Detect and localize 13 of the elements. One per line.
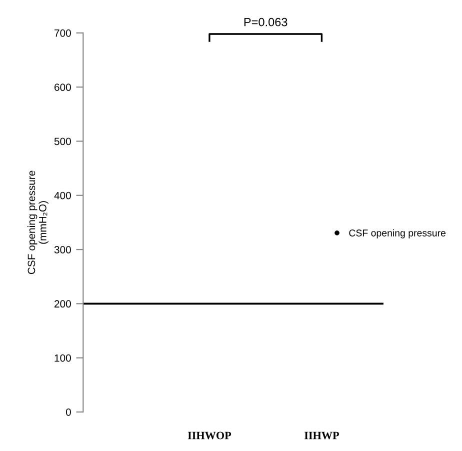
y-tick-label: 0 [66, 408, 71, 416]
text: P=0.063 [244, 18, 288, 26]
x-tick-label: IIHWOP [188, 432, 232, 440]
y-tick-label: 600 [54, 84, 71, 91]
y-axis-title: CSF opening pressure (mmH₂O) [27, 170, 48, 274]
x-tick-label: IIHWP [304, 432, 339, 440]
y-tick-label: 200 [54, 300, 71, 308]
y-tick-label: 400 [54, 192, 71, 200]
y-tick-label: 100 [54, 354, 71, 362]
legend-label: CSF opening pressure [349, 229, 446, 238]
y-tick-label: 300 [54, 246, 71, 254]
y-tick-label: 500 [54, 138, 71, 146]
y-tick-label: 700 [54, 29, 71, 37]
